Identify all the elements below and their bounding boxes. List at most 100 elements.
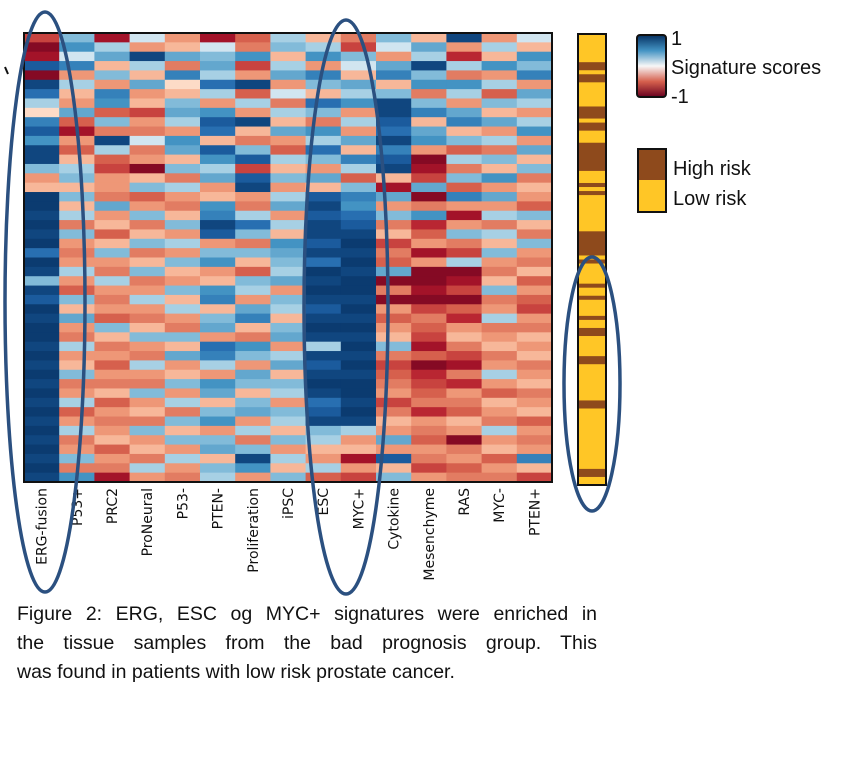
- heatmap-cell: [411, 89, 447, 99]
- heatmap-cell: [200, 285, 236, 296]
- high-risk-segment: [578, 356, 606, 365]
- heatmap-cell: [481, 425, 518, 436]
- high-risk-swatch: [638, 149, 666, 180]
- heatmap-cell: [446, 369, 483, 380]
- heatmap-cell: [59, 51, 95, 62]
- heatmap-cell: [305, 135, 342, 146]
- heatmap-cell: [305, 257, 342, 268]
- heatmap-cell: [164, 126, 201, 137]
- heatmap-cell: [24, 257, 60, 268]
- high-risk-segment: [578, 283, 606, 288]
- heatmap-cell: [411, 238, 447, 249]
- heatmap-cell: [340, 285, 377, 296]
- colorbar: [636, 34, 667, 98]
- heatmap-cell: [481, 238, 518, 249]
- heatmap-cell: [340, 42, 377, 53]
- heatmap-cell: [164, 192, 201, 202]
- heatmap-cell: [129, 33, 166, 43]
- heatmap-cell: [376, 444, 412, 455]
- heatmap-cell: [59, 42, 95, 53]
- heatmap-cell: [94, 257, 131, 268]
- heatmap-cell: [200, 210, 236, 221]
- heatmap-cell: [376, 163, 412, 174]
- heatmap-cell: [411, 351, 447, 361]
- heatmap-cell: [446, 332, 483, 343]
- heatmap-cell: [340, 79, 377, 90]
- heatmap-cell: [481, 444, 518, 455]
- heatmap-cell: [376, 285, 412, 296]
- heatmap-cell: [516, 257, 553, 268]
- heatmap-cell: [516, 379, 553, 389]
- heatmap-cell: [24, 70, 60, 81]
- heatmap-cell: [516, 304, 553, 315]
- heatmap-cell: [235, 379, 271, 389]
- heatmap-cell: [446, 435, 483, 446]
- heatmap-cell: [411, 70, 447, 81]
- heatmap-cell: [24, 89, 60, 99]
- heatmap-cell: [200, 61, 236, 71]
- heatmap-cell: [340, 379, 377, 389]
- heatmap-cell: [24, 407, 60, 418]
- heatmap-cell: [200, 229, 236, 240]
- low-risk-label: Low risk: [673, 188, 747, 210]
- heatmap-cell: [24, 294, 60, 305]
- heatmap-cell: [376, 379, 412, 389]
- heatmap-cell: [24, 135, 60, 146]
- heatmap-cell: [129, 276, 166, 287]
- heatmap-cell: [129, 135, 166, 146]
- heatmap-cell: [129, 285, 166, 296]
- heatmap-cell: [235, 416, 271, 427]
- heatmap-cell: [59, 145, 95, 156]
- heatmap-cell: [200, 276, 236, 287]
- heatmap-cell: [200, 313, 236, 324]
- high-risk-segment: [578, 327, 606, 337]
- heatmap-cell: [94, 369, 131, 380]
- heatmap-cell: [376, 294, 412, 305]
- heatmap-cell: [516, 294, 553, 305]
- heatmap-cell: [340, 416, 377, 427]
- heatmap-cell: [446, 463, 483, 474]
- heatmap-cell: [446, 79, 483, 90]
- heatmap-cell: [94, 154, 131, 165]
- heatmap-cell: [24, 229, 60, 240]
- heatmap-border: [23, 32, 553, 483]
- heatmap-cell: [200, 304, 236, 315]
- heatmap-cell: [340, 173, 377, 184]
- heatmap-cell: [376, 220, 412, 230]
- heatmap-cell: [235, 154, 271, 165]
- heatmap-cell: [305, 201, 342, 212]
- heatmap-cell: [340, 435, 377, 446]
- heatmap-cell: [516, 229, 553, 240]
- heatmap-cell: [305, 70, 342, 81]
- heatmap-cell: [376, 89, 412, 99]
- heatmap-cell: [411, 435, 447, 446]
- heatmap-cell: [59, 444, 95, 455]
- heatmap-cell: [516, 210, 553, 221]
- heatmap-cell: [481, 285, 518, 296]
- heatmap-cell: [164, 332, 201, 343]
- heatmap-cell: [376, 201, 412, 212]
- high-risk-segment: [578, 468, 606, 477]
- heatmap-cell: [235, 285, 271, 296]
- heatmap-cell: [200, 201, 236, 212]
- heatmap-cell: [129, 341, 166, 352]
- heatmap-cell: [24, 425, 60, 436]
- heatmap-cell: [376, 313, 412, 324]
- heatmap-cell: [164, 248, 201, 258]
- heatmap-cell: [164, 173, 201, 184]
- heatmap-cell: [376, 351, 412, 361]
- heatmap-cell: [446, 388, 483, 399]
- heatmap-cell: [129, 192, 166, 202]
- heatmap-cell: [270, 210, 307, 221]
- column-label: PTEN+: [527, 488, 543, 536]
- heatmap-cell: [305, 220, 342, 230]
- heatmap-cell: [376, 407, 412, 418]
- heatmap-cell: [164, 98, 201, 109]
- heatmap-cell: [340, 89, 377, 99]
- heatmap-cell: [411, 416, 447, 427]
- heatmap-cell: [481, 248, 518, 258]
- heatmap-cell: [59, 341, 95, 352]
- heatmap-cell: [94, 285, 131, 296]
- heatmap-cell: [59, 163, 95, 174]
- heatmap-cell: [235, 257, 271, 268]
